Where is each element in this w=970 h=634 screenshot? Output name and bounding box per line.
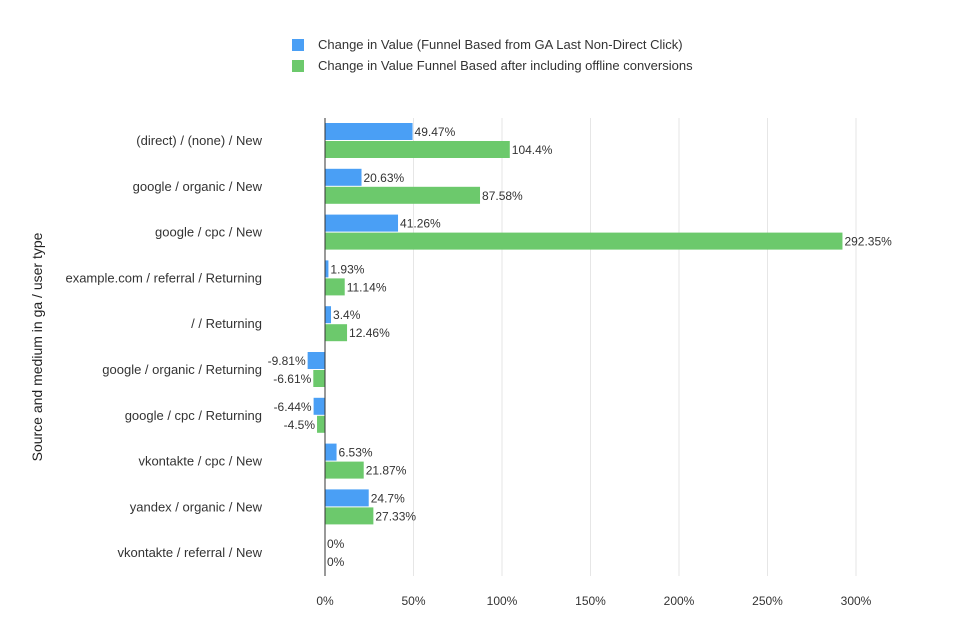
category-label: google / organic / Returning [102, 362, 262, 377]
data-label: 27.33% [375, 509, 416, 523]
category-label: vkontakte / referral / New [118, 545, 263, 560]
data-label: -4.5% [284, 418, 316, 432]
x-tick-label: 250% [752, 594, 783, 608]
x-tick-label: 300% [841, 594, 872, 608]
data-label: 49.47% [415, 125, 456, 139]
bar-series-1 [325, 489, 369, 507]
category-label: google / organic / New [133, 179, 263, 194]
bar-series-2 [325, 232, 843, 250]
x-tick-label: 150% [575, 594, 606, 608]
x-tick-label: 200% [664, 594, 695, 608]
bar-series-2 [325, 278, 345, 296]
legend: Change in Value (Funnel Based from GA La… [292, 34, 693, 76]
legend-swatch-series-2 [292, 59, 304, 72]
bar-series-2 [313, 370, 325, 387]
y-axis-title: Source and medium in ga / user type [29, 232, 45, 461]
data-label: -9.81% [268, 354, 306, 368]
category-label: google / cpc / New [155, 225, 263, 240]
legend-item-series-2[interactable]: Change in Value Funnel Based after inclu… [292, 55, 693, 76]
data-label: 104.4% [512, 143, 553, 157]
x-tick-label: 50% [401, 594, 425, 608]
legend-label-series-1: Change in Value (Funnel Based from GA La… [318, 37, 683, 52]
bar-series-2 [325, 461, 364, 479]
data-label: 292.35% [844, 235, 892, 249]
bar-series-1 [325, 214, 399, 232]
data-label: 1.93% [330, 262, 364, 276]
bar-series-2 [325, 507, 374, 525]
legend-item-series-1[interactable]: Change in Value (Funnel Based from GA La… [292, 34, 693, 55]
data-label: 6.53% [339, 446, 373, 460]
bar-series-2 [325, 186, 481, 204]
data-label: 11.14% [347, 280, 387, 294]
data-label: 20.63% [364, 171, 405, 185]
data-label: 3.4% [333, 308, 361, 322]
legend-swatch-series-1 [292, 38, 304, 51]
category-label: yandex / organic / New [130, 499, 263, 514]
legend-label-series-2: Change in Value Funnel Based after inclu… [318, 58, 693, 73]
data-label: -6.44% [274, 400, 312, 414]
x-tick-label: 100% [487, 594, 518, 608]
category-label: google / cpc / Returning [125, 408, 262, 423]
data-label: 21.87% [366, 464, 407, 478]
data-label: 12.46% [349, 326, 390, 340]
category-label: example.com / referral / Returning [65, 270, 262, 285]
x-tick-label: 0% [316, 594, 334, 608]
bar-series-2 [325, 324, 348, 342]
data-label: 0% [327, 537, 345, 551]
category-label: vkontakte / cpc / New [138, 454, 262, 469]
data-label: 0% [327, 555, 345, 569]
bar-series-1 [325, 443, 337, 461]
bar-series-2 [325, 141, 510, 158]
bar-series-1 [307, 352, 325, 369]
bar-series-1 [325, 306, 332, 324]
bar-series-2 [317, 415, 325, 433]
data-label: 41.26% [400, 217, 441, 231]
bar-series-1 [325, 123, 413, 140]
data-label: 87.58% [482, 189, 523, 203]
bar-series-1 [325, 260, 329, 278]
category-label: / / Returning [191, 316, 262, 331]
bar-series-1 [325, 168, 362, 186]
data-label: -6.61% [273, 372, 311, 386]
data-label: 24.7% [371, 491, 405, 505]
bar-series-1 [313, 397, 325, 415]
category-label: (direct) / (none) / New [136, 133, 262, 148]
